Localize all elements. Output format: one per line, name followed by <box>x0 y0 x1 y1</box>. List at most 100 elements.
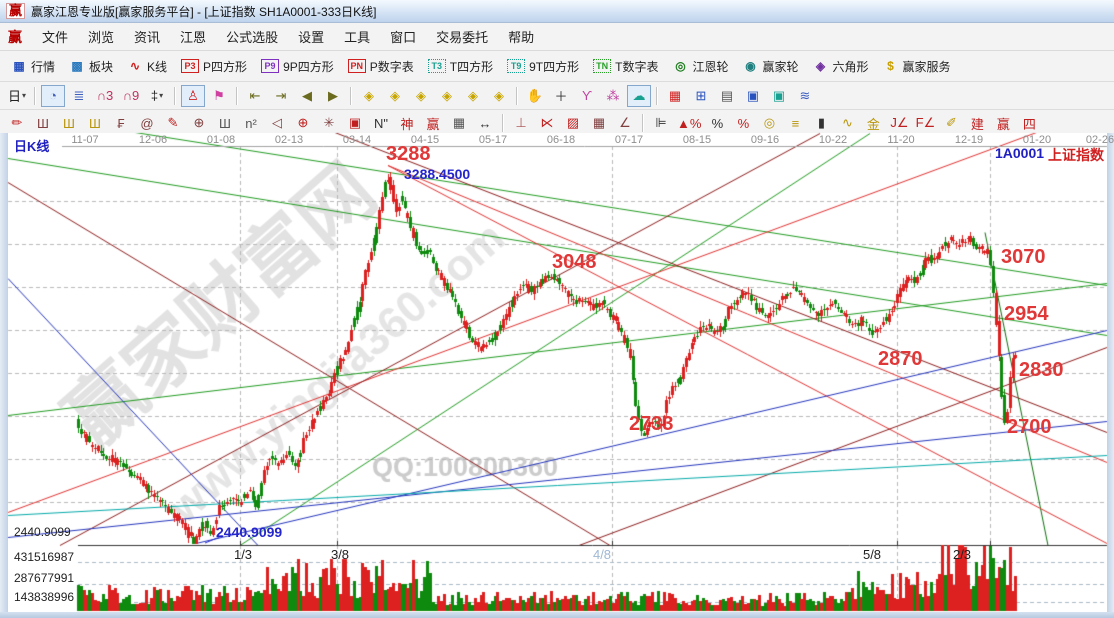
diamond-left-icon[interactable]: ◈ <box>364 87 374 103</box>
t-table-button[interactable]: TN T数字表 <box>586 56 665 77</box>
ying-tool-icon[interactable]: 赢 <box>426 116 440 132</box>
width-measure-icon[interactable]: ↔ <box>478 115 492 131</box>
menu-item-2[interactable]: 资讯 <box>134 30 161 45</box>
p-table-label: P数字表 <box>369 59 414 74</box>
prev-page-icon[interactable]: ◀ <box>302 87 312 103</box>
angle-tool-icon[interactable]: ◁ <box>272 115 282 130</box>
si-line-icon[interactable]: 四 <box>1022 116 1036 132</box>
winner-service-button[interactable]: $ 赢家服务 <box>876 56 958 77</box>
menu-item-6[interactable]: 工具 <box>344 30 371 45</box>
info-list-icon[interactable]: ≣ <box>73 87 85 103</box>
percent-low-icon[interactable]: % <box>737 115 750 131</box>
frame-tool-icon[interactable]: ⊥ <box>515 115 527 130</box>
percent-icon[interactable]: % <box>711 115 724 131</box>
compass-icon[interactable]: ⊕ <box>193 115 205 130</box>
winner-wheel-button[interactable]: ◉ 赢家轮 <box>735 56 805 77</box>
menu-item-0[interactable]: 文件 <box>42 30 69 45</box>
calculator-icon[interactable]: ⊞ <box>695 87 707 103</box>
9p-square-icon: P9 <box>261 59 280 73</box>
t-square-button[interactable]: T3 T四方形 <box>421 56 500 77</box>
gold-pen-icon[interactable]: ✐ <box>945 115 957 130</box>
box-target-icon[interactable]: ▣ <box>348 115 362 130</box>
gann-wheel-button[interactable]: ◎ 江恩轮 <box>665 56 735 77</box>
last-page-icon[interactable]: ⇥ <box>275 87 287 103</box>
gold-circle-icon[interactable]: ◎ <box>763 115 776 130</box>
fan-lines-icon[interactable]: ⋉ <box>540 115 554 130</box>
red-pencil-icon[interactable]: ✎ <box>167 115 179 130</box>
crosshair-icon[interactable]: ＋ <box>554 89 568 104</box>
draw-pencil-icon[interactable]: ✏ <box>11 115 23 130</box>
9p-square-button[interactable]: P9 9P四方形 <box>254 56 341 77</box>
gold-peak-icon[interactable]: 金 <box>866 116 880 132</box>
toolbar-separator <box>656 86 658 105</box>
save-plus-icon[interactable]: ▣ <box>772 87 786 103</box>
color-flag-icon[interactable]: ⚑ <box>213 87 225 103</box>
box-grid-icon[interactable]: ▦ <box>592 115 606 130</box>
menu-item-1[interactable]: 浏览 <box>88 30 115 45</box>
menu-item-3[interactable]: 江恩 <box>180 30 207 45</box>
menu-item-5[interactable]: 设置 <box>298 30 325 45</box>
tower-123-icon[interactable]: ▦ <box>452 115 466 130</box>
sectors-button[interactable]: ▩ 板块 <box>62 56 120 77</box>
comb-icon[interactable]: Ш <box>37 115 49 131</box>
lasso-icon[interactable]: ϒ <box>581 88 593 103</box>
gold-comb2-icon[interactable]: Ш <box>89 115 101 131</box>
jian-line-icon[interactable]: 建 <box>970 116 984 132</box>
save-icon[interactable]: ▣ <box>746 87 760 103</box>
f-comb-icon[interactable]: ₣ <box>117 115 125 131</box>
menu-logo-icon: 赢 <box>8 28 22 45</box>
hexagon-icon: ◈ <box>815 59 826 73</box>
spiral-icon[interactable]: @ <box>140 115 154 131</box>
diamond-expand-icon[interactable]: ◈ <box>416 87 426 103</box>
period-day-selector[interactable]: 日 <box>5 85 29 107</box>
wave-3-icon[interactable]: ∩3 <box>96 88 114 103</box>
slash-lines-icon[interactable]: ∠ <box>619 115 631 130</box>
diamond-all-icon[interactable]: ◈ <box>468 87 478 103</box>
target-icon[interactable]: ⊕ <box>297 115 309 130</box>
sine-gold-icon[interactable]: ∿ <box>841 115 853 130</box>
f-line-icon[interactable]: F∠ <box>915 115 936 130</box>
candle-pen-icon[interactable]: ▮ <box>817 115 826 130</box>
diamond-shrink-icon[interactable]: ◈ <box>442 87 452 103</box>
hand-tool-icon[interactable]: ✋ <box>526 87 544 103</box>
j-line-icon[interactable]: J∠ <box>890 115 909 130</box>
calendar-icon[interactable]: ▦ <box>668 87 682 103</box>
box-diagonal-icon[interactable]: ▨ <box>566 115 580 130</box>
p-square-label: P四方形 <box>203 59 248 74</box>
shen-tool-icon[interactable]: 神 <box>400 116 414 132</box>
menu-item-4[interactable]: 公式选股 <box>226 30 279 45</box>
gold-lines-icon[interactable]: ≡ <box>791 115 800 131</box>
ratio-icon[interactable]: ⊫ <box>655 115 667 130</box>
9t-square-button[interactable]: T9 9T四方形 <box>500 56 586 77</box>
percent-up-icon[interactable]: ▲% <box>677 115 702 131</box>
kline-button[interactable]: ∿ K线 <box>120 56 174 77</box>
toolbar-separator <box>350 86 352 105</box>
n2-icon[interactable]: n² <box>245 115 257 131</box>
gold-comb-icon[interactable]: Ш <box>63 115 75 131</box>
p-table-button[interactable]: PN P数字表 <box>341 56 421 77</box>
menu-item-9[interactable]: 帮助 <box>508 30 535 45</box>
star-burst-icon[interactable]: ✳ <box>323 115 335 130</box>
first-page-icon[interactable]: ⇤ <box>249 87 261 103</box>
order-truck-icon[interactable]: ≋ <box>799 87 811 103</box>
menu-item-7[interactable]: 窗口 <box>390 30 417 45</box>
title-bar[interactable]: 赢 赢家江恩专业版[赢家服务平台] - [上证指数 SH1A0001-333日K… <box>0 0 1114 23</box>
hexagon-button[interactable]: ◈ 六角形 <box>806 56 876 77</box>
p-square-button[interactable]: P3 P四方形 <box>174 56 254 77</box>
ying-line-icon[interactable]: 赢 <box>996 116 1010 132</box>
menu-item-8[interactable]: 交易委托 <box>436 30 489 45</box>
notepad-icon[interactable]: ▤ <box>720 87 734 103</box>
n-mark-icon[interactable]: Ν" <box>373 115 388 131</box>
kline-chart-area[interactable] <box>8 133 1107 612</box>
brain-icon[interactable]: ☁ <box>627 84 651 107</box>
next-page-icon[interactable]: ▶ <box>328 87 338 103</box>
gann-figure-icon[interactable]: ♙ <box>181 84 205 107</box>
diamond-move-icon[interactable]: ◈ <box>494 87 504 103</box>
stamp-icon[interactable]: ⁂ <box>606 87 620 103</box>
candle-style-icon[interactable]: ‡ <box>145 85 169 107</box>
diamond-right-icon[interactable]: ◈ <box>390 87 400 103</box>
comb2-icon[interactable]: Ш <box>219 115 231 131</box>
wave-9-icon[interactable]: ∩9 <box>122 88 140 103</box>
favorites-icon[interactable]: ◔ <box>41 84 65 107</box>
quotes-button[interactable]: ▦ 行情 <box>4 56 62 77</box>
